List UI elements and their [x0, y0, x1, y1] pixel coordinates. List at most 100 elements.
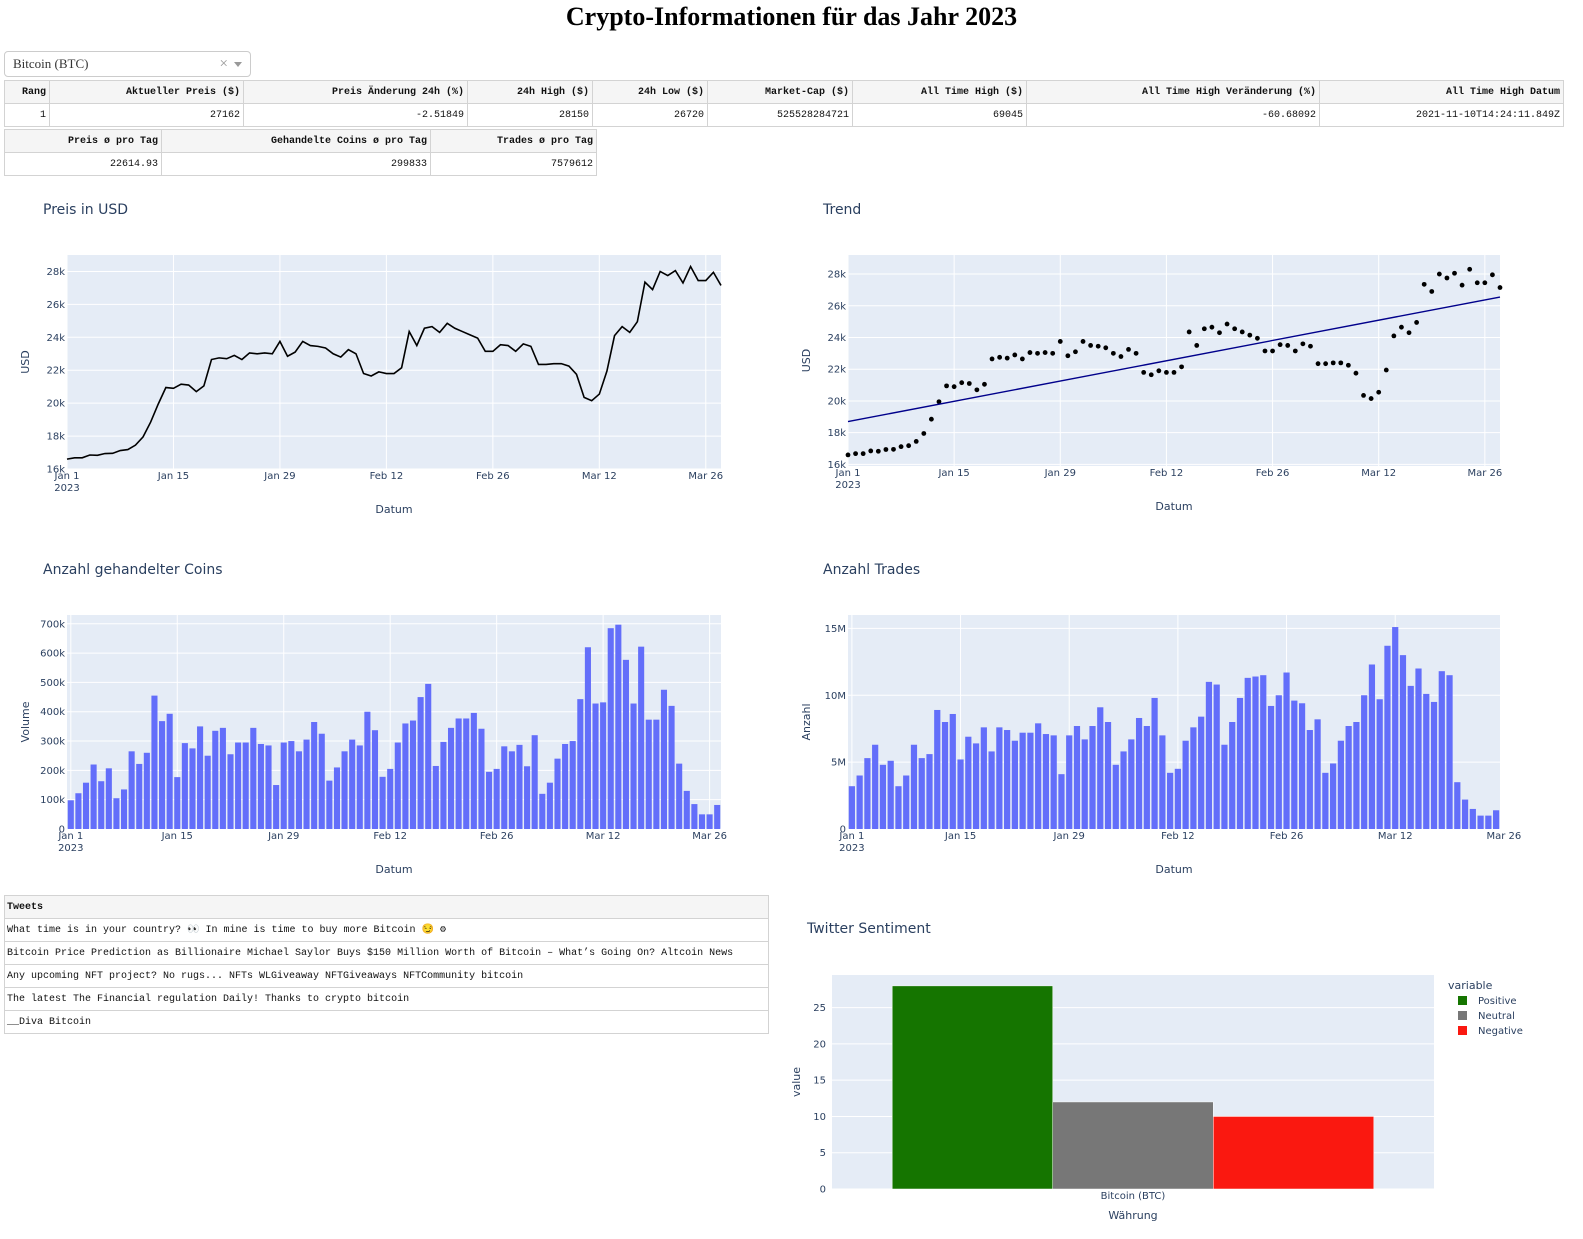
table-cell[interactable]: 69045	[852, 103, 1027, 127]
bar	[1112, 764, 1119, 829]
bar	[1058, 774, 1065, 829]
bar-negative	[1213, 1116, 1375, 1190]
table-header[interactable]: All Time High ($)	[852, 80, 1027, 104]
x-tick-label: Jan 1	[57, 831, 83, 842]
bar	[235, 742, 242, 829]
bar	[425, 683, 432, 829]
table-header[interactable]: Rang	[4, 80, 50, 104]
table-header[interactable]: Preis Änderung 24h (%)	[243, 80, 468, 104]
table-cell[interactable]: 27162	[49, 103, 244, 127]
data-point	[860, 451, 866, 457]
tweet-cell[interactable]: The latest The Financial regulation Dail…	[4, 987, 769, 1011]
table-header[interactable]: Trades ø pro Tag	[430, 129, 597, 153]
data-point	[1444, 275, 1450, 281]
data-point	[1065, 353, 1071, 359]
tweet-cell[interactable]: Any upcoming NFT project? No rugs... NFT…	[4, 964, 769, 988]
bar	[887, 760, 894, 829]
bar	[1361, 695, 1368, 829]
bar	[197, 726, 204, 829]
currency-dropdown[interactable]: Bitcoin (BTC) ×	[4, 51, 251, 77]
bar	[1244, 677, 1251, 829]
data-point	[982, 381, 987, 387]
bar	[257, 743, 264, 829]
bar	[584, 647, 591, 829]
table-header[interactable]: 24h Low ($)	[592, 80, 708, 104]
sentiment-chart[interactable]: 0 5 10 15 20 25 Bitcoin (BTC) Währung value varia…	[780, 950, 1580, 1239]
y-tick-label: 25	[813, 1003, 826, 1014]
x-axis-title: Datum	[1155, 500, 1192, 513]
table-cell[interactable]: 299833	[161, 152, 431, 176]
bar	[1322, 772, 1329, 829]
table-header-row: Rang Aktueller Preis ($) Preis Änderung …	[4, 80, 1564, 104]
data-point	[1262, 348, 1268, 354]
x-tick-label: Feb 12	[373, 831, 407, 842]
bar	[600, 702, 607, 829]
table-cell[interactable]: -60.68092	[1026, 103, 1320, 127]
data-point	[1353, 370, 1359, 376]
bar	[128, 751, 135, 829]
table-cell[interactable]: 28150	[467, 103, 593, 127]
bar	[1073, 726, 1081, 829]
bar	[996, 727, 1003, 829]
bar	[615, 624, 622, 829]
tweet-cell[interactable]: __Diva Bitcoin	[4, 1010, 769, 1034]
tweet-cell[interactable]: What time is in your country? 👀 In mine …	[4, 918, 769, 942]
bar	[660, 689, 668, 829]
bar	[105, 768, 112, 829]
table-header[interactable]: Preis ø pro Tag	[4, 129, 162, 153]
bar	[250, 727, 257, 829]
bar	[607, 628, 614, 829]
bar	[371, 730, 379, 829]
x-tick-label: Feb 26	[480, 831, 514, 842]
x-tick-label: Jan 15	[937, 468, 969, 479]
table-cell[interactable]: 7579612	[430, 152, 597, 176]
bar	[242, 742, 249, 829]
x-tick-label: Jan 15	[944, 831, 976, 842]
y-tick-label: 300k	[40, 737, 65, 748]
bar	[668, 705, 675, 829]
table-header[interactable]: Aktueller Preis ($)	[49, 80, 244, 104]
x-year-label: 2023	[54, 483, 79, 494]
table-header[interactable]: 24h High ($)	[467, 80, 593, 104]
table-header[interactable]: All Time High Datum	[1319, 80, 1564, 104]
bar	[864, 758, 871, 829]
table-header[interactable]: Gehandelte Coins ø pro Tag	[161, 129, 431, 153]
table-row: 1 27162 -2.51849 28150 26720 52552828472…	[4, 103, 1564, 127]
bar	[1229, 722, 1236, 829]
bar	[1190, 727, 1197, 829]
data-point	[1171, 369, 1177, 375]
x-tick-label: Feb 12	[370, 471, 404, 482]
table-cell[interactable]: -2.51849	[243, 103, 468, 127]
tweets-header[interactable]: Tweets	[4, 895, 769, 919]
chevron-down-icon[interactable]	[234, 61, 242, 67]
data-point	[1474, 280, 1480, 286]
table-row: What time is in your country? 👀 In mine …	[4, 918, 769, 942]
x-axis-title: Datum	[375, 503, 412, 516]
table-cell[interactable]: 2021-11-10T14:24:11.849Z	[1319, 103, 1564, 127]
y-tick-label: 10	[813, 1112, 826, 1123]
table-header[interactable]: All Time High Veränderung (%)	[1026, 80, 1320, 104]
table-header[interactable]: Market-Cap ($)	[707, 80, 853, 104]
bar	[1019, 732, 1026, 829]
table-cell[interactable]: 525528284721	[707, 103, 853, 127]
data-point	[1019, 356, 1025, 362]
y-tick-label: 20	[813, 1039, 826, 1050]
bar	[136, 763, 143, 829]
data-point	[1376, 389, 1382, 395]
bar	[698, 814, 706, 829]
clear-icon[interactable]: ×	[219, 55, 228, 72]
x-tick-label: Jan 1	[838, 831, 864, 842]
bar	[1461, 799, 1469, 829]
bar	[531, 735, 538, 829]
table-cell[interactable]: 26720	[592, 103, 708, 127]
table-cell[interactable]: 22614.93	[4, 152, 162, 176]
bar	[569, 741, 576, 829]
table-cell[interactable]: 1	[4, 103, 50, 127]
tweet-cell[interactable]: Bitcoin Price Prediction as Billionaire …	[4, 941, 769, 965]
data-point	[1156, 368, 1162, 374]
data-point	[891, 446, 896, 452]
